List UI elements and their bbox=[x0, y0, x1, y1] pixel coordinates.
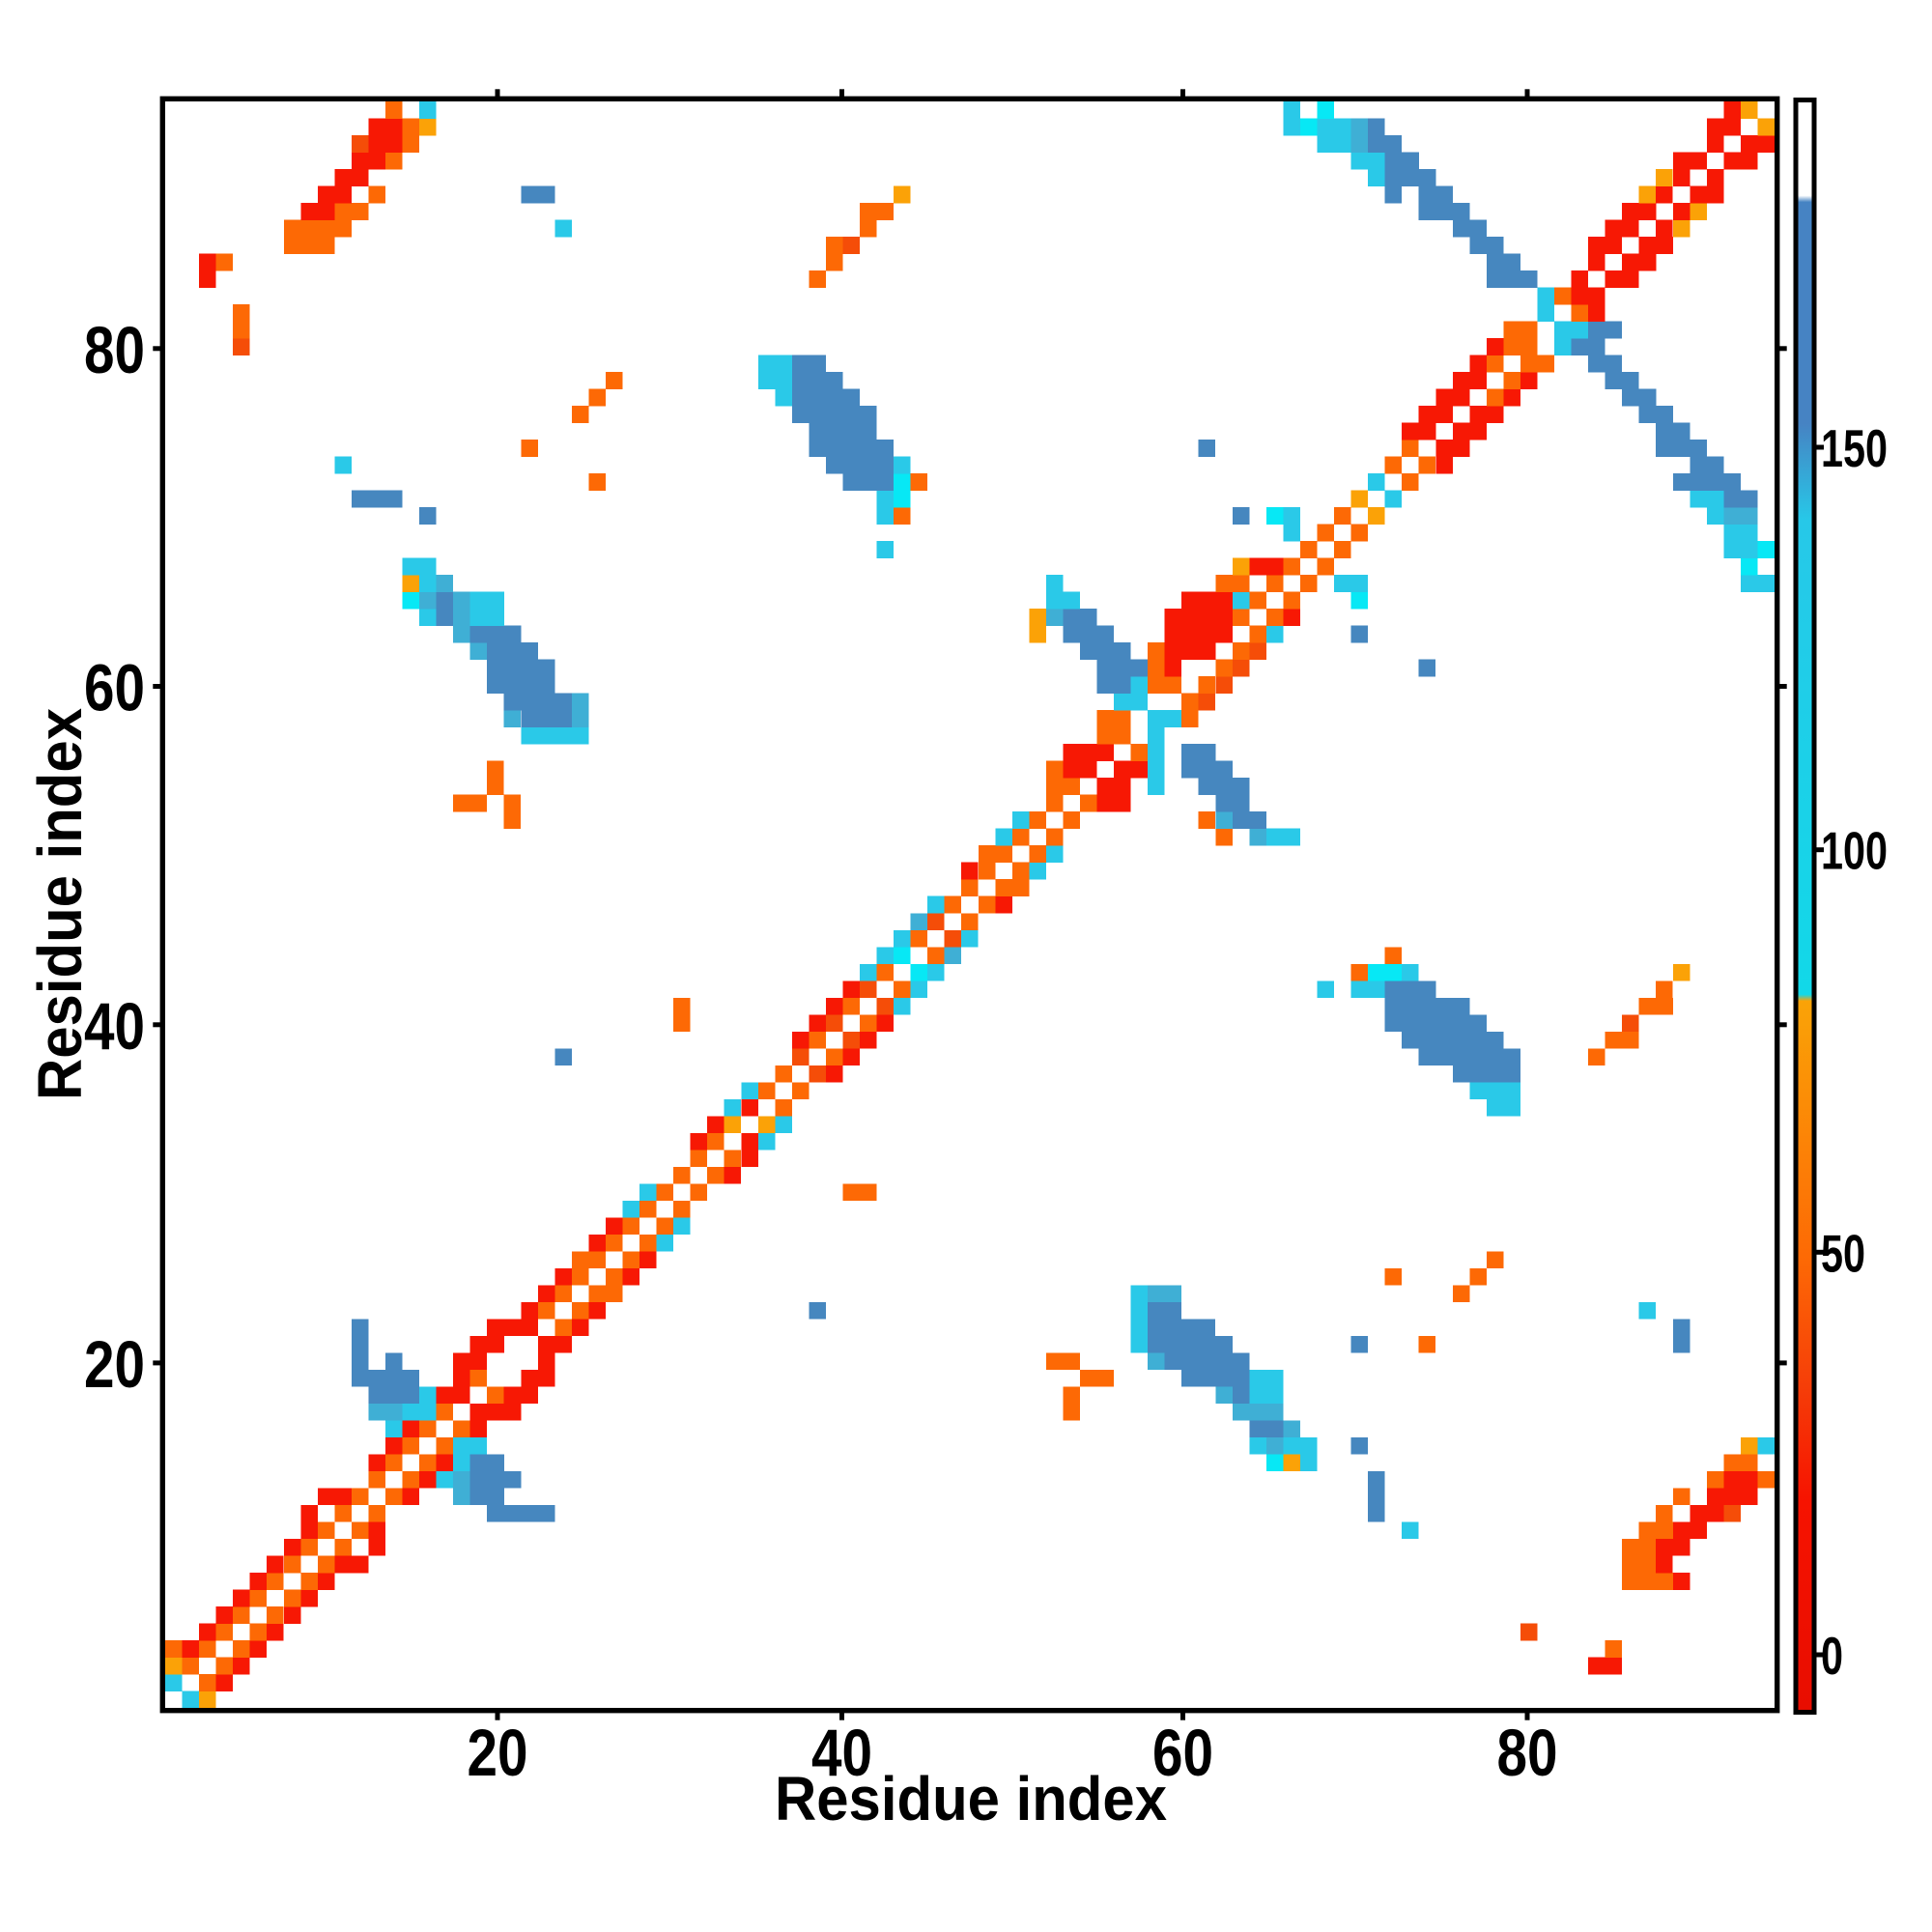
svg-text:50: 50 bbox=[1821, 1223, 1865, 1283]
svg-text:40: 40 bbox=[811, 1716, 872, 1790]
svg-text:20: 20 bbox=[468, 1716, 528, 1790]
svg-text:80: 80 bbox=[1497, 1716, 1558, 1790]
svg-text:Residue index: Residue index bbox=[25, 708, 95, 1100]
svg-text:60: 60 bbox=[84, 651, 145, 725]
svg-text:Residue index: Residue index bbox=[775, 1764, 1167, 1833]
svg-text:20: 20 bbox=[84, 1327, 145, 1402]
svg-text:150: 150 bbox=[1821, 418, 1888, 478]
svg-text:0: 0 bbox=[1821, 1626, 1843, 1686]
svg-text:40: 40 bbox=[84, 989, 145, 1064]
svg-text:100: 100 bbox=[1821, 821, 1888, 881]
svg-text:80: 80 bbox=[84, 313, 145, 387]
svg-text:60: 60 bbox=[1152, 1716, 1213, 1790]
